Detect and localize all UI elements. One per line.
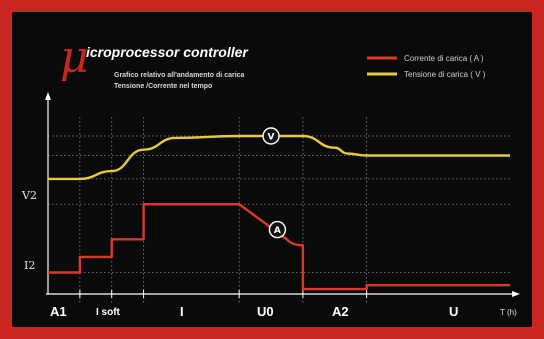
chart-panel: μ icroprocessor controller Grafico relat…	[12, 12, 532, 327]
legend-label-voltage: Tensione di carica ( V )	[404, 70, 486, 79]
x-axis-label: T (h)	[500, 308, 517, 317]
phase-label-a2: A2	[332, 304, 349, 319]
phase-label-u: U	[449, 304, 458, 319]
x-axis-arrow	[512, 291, 520, 297]
legend-label-current: Corrente di carica ( A )	[404, 54, 484, 63]
current-marker-label: A	[274, 226, 281, 236]
phase-label-a1: A1	[50, 304, 67, 319]
series-layer	[47, 134, 510, 291]
phase-label-isoft: I soft	[96, 307, 121, 318]
series-line-current	[48, 203, 510, 291]
chart-svg: μ icroprocessor controller Grafico relat…	[21, 32, 520, 319]
y-tick-i2: I2	[24, 259, 35, 272]
marker-layer: VA	[262, 127, 287, 239]
title-mu-symbol: μ	[60, 32, 89, 83]
voltage-marker-circle	[262, 127, 280, 145]
y-axis-arrow	[45, 92, 51, 100]
chart-title: icroprocessor controller	[86, 44, 249, 60]
voltage-marker-label: V	[268, 133, 275, 143]
chart-subtitle-line-2: Tensione /Corrente nel tempo	[114, 83, 212, 90]
series-line-voltage	[47, 134, 510, 181]
phase-label-u0: U0	[257, 304, 274, 319]
axes-layer	[45, 92, 520, 298]
chart-subtitle-line-1: Grafico relativo all'andamento di carica	[114, 72, 245, 79]
phase-label-i: I	[180, 304, 184, 319]
grid-layer	[48, 117, 510, 304]
y-tick-v2: V2	[21, 189, 37, 202]
current-marker-circle	[268, 220, 287, 239]
